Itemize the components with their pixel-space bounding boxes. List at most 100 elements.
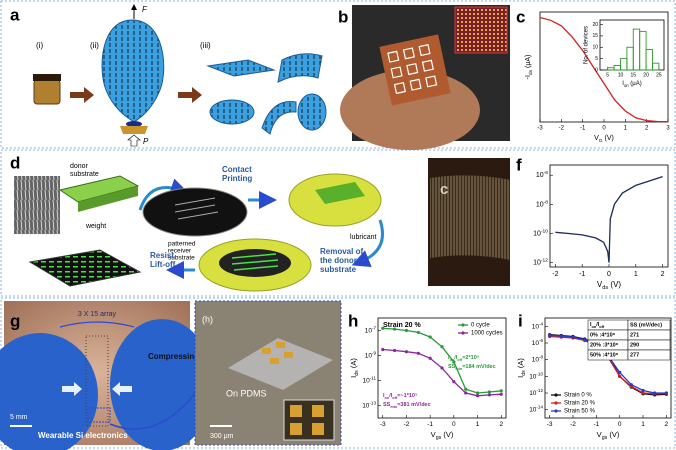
text-part: -4 — [539, 321, 544, 326]
data-point — [487, 390, 492, 394]
device-array — [387, 44, 438, 95]
text-part: I — [349, 376, 358, 378]
label-line: Printing — [222, 174, 252, 183]
membrane-piece — [261, 101, 297, 135]
zoom-box — [87, 407, 111, 423]
text-part: min — [390, 405, 397, 409]
text-part: I — [622, 81, 624, 87]
x-axis-label: Ion (μA) — [622, 81, 641, 88]
x-tick-label: -2 — [570, 421, 576, 428]
text-part: Strain 20 % — [383, 322, 422, 329]
holder — [120, 126, 148, 134]
y-tick-label: 10-6 — [532, 338, 544, 347]
text-part: -6 — [539, 338, 544, 343]
label-line: lubricant — [350, 234, 377, 241]
data-point — [428, 335, 432, 339]
process-arrow — [138, 178, 189, 211]
data-point — [452, 380, 456, 384]
text-part: on — [592, 325, 597, 329]
label-line: patterned — [168, 241, 196, 248]
jar — [33, 79, 61, 105]
process-arrow — [351, 219, 384, 268]
text-part: 10 — [536, 172, 544, 179]
table-cell — [627, 349, 671, 361]
y-tick-label: 10-6 — [536, 170, 548, 179]
y-tick-label: 10-12 — [533, 257, 548, 266]
data-point — [440, 366, 444, 370]
y-tick-label: 10-12 — [529, 388, 543, 397]
label-line: Contact — [222, 165, 252, 174]
legend-label: 1000 cycles — [471, 331, 503, 337]
panel-h-photo: (h) On PDMS 300 μm — [194, 300, 342, 446]
data-point — [404, 328, 409, 333]
legend-label: Strain 20 % — [564, 401, 596, 407]
membrane-piece — [277, 53, 323, 83]
table-text: SS (mV/dec) — [630, 322, 662, 328]
annotation: SSmin=381 mV/dec — [383, 402, 431, 409]
x-tick-label: -3 — [537, 126, 543, 132]
zoom-arrow — [109, 380, 205, 430]
text-part: SS — [448, 364, 456, 370]
legend-marker — [461, 331, 465, 335]
x-tick-label: 2 — [499, 421, 503, 428]
data-point — [499, 392, 503, 396]
text-part: -7 — [372, 325, 377, 330]
panel-label: c — [516, 7, 525, 26]
panel-label: a — [10, 5, 20, 24]
x-tick-label: 10 — [618, 72, 624, 78]
data-point — [464, 391, 468, 395]
text-part: V — [431, 430, 436, 439]
x-tick-label: 2 — [665, 421, 669, 428]
sem-image — [14, 176, 60, 234]
text-part: on — [385, 396, 390, 400]
x-tick-label: -2 — [404, 421, 410, 428]
table: Ion/Ioff SS (mV/dec) 0% :4*10⁸ 271 20% :3*10… — [587, 319, 671, 361]
x-tick-label: 0 — [452, 421, 456, 428]
final-device — [28, 249, 142, 287]
photo-label: (h) — [202, 314, 213, 324]
scale-label: 5 mm — [10, 414, 28, 421]
legend-marker — [554, 409, 558, 413]
text-part: SS — [383, 402, 391, 408]
x-tick-label: 15 — [630, 72, 636, 78]
text-part: I — [448, 355, 450, 361]
data-point — [392, 327, 397, 331]
donor-side — [78, 186, 138, 212]
text-part: V — [594, 135, 599, 142]
pressure-arrow — [127, 134, 141, 147]
text-part: (A) — [516, 358, 525, 371]
pattern-lines — [174, 197, 219, 220]
panel-b: b — [338, 5, 510, 150]
text-part: on — [624, 83, 629, 88]
data-point — [641, 391, 645, 395]
finger — [110, 319, 214, 450]
step-label: (ii) — [90, 41, 99, 50]
text-part: =2*10⁵ — [462, 355, 480, 361]
annotation: Ion/Ioff=2*10⁵ — [448, 355, 480, 362]
y-tick-label: 10-10 — [533, 228, 548, 237]
device-array — [85, 335, 109, 427]
hist-bar — [645, 49, 653, 71]
data-point — [452, 360, 456, 364]
x-axis-label: VG (V) — [594, 135, 614, 144]
text-part: -9 — [372, 350, 377, 355]
text-part: (V) — [603, 135, 614, 142]
panel-label: b — [338, 7, 348, 26]
text-part: =~1*10⁵ — [397, 393, 418, 399]
text-part: 10 — [532, 340, 540, 347]
annotation: 3 X 15 array — [78, 311, 117, 318]
text-part: I — [383, 393, 385, 399]
table-text: 271 — [630, 332, 639, 338]
text-part: -8 — [539, 354, 544, 359]
panel-label: d — [10, 153, 20, 172]
data-point — [381, 347, 385, 352]
text-part: -10 — [541, 228, 548, 234]
text-part: G — [599, 138, 603, 144]
y-tick-label: 0 — [595, 67, 598, 73]
text-part: -12 — [541, 257, 548, 263]
flexible-film — [430, 175, 510, 260]
nozzle — [126, 121, 142, 127]
text-part: (V) — [607, 430, 620, 439]
